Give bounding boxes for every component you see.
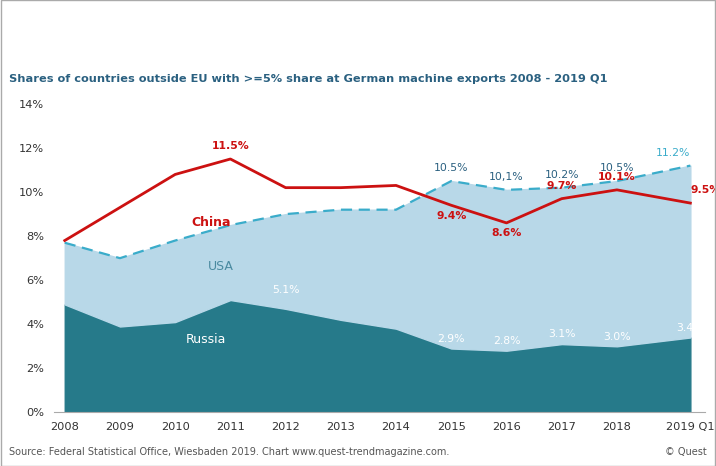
Text: 10.5%: 10.5%: [434, 163, 468, 173]
Text: © Quest: © Quest: [665, 447, 707, 457]
Text: 10.5%: 10.5%: [600, 163, 634, 173]
Text: USA: USA: [208, 260, 234, 274]
Text: 11.5%: 11.5%: [211, 141, 249, 151]
Text: China: China: [192, 216, 231, 229]
Text: Source: Federal Statistical Office, Wiesbaden 2019. Chart www.quest-trendmagazin: Source: Federal Statistical Office, Wies…: [9, 447, 450, 457]
Text: 3.4%: 3.4%: [677, 323, 704, 333]
Text: 10.1%: 10.1%: [598, 172, 636, 182]
Text: 10,1%: 10,1%: [489, 172, 524, 182]
Text: 11.2%: 11.2%: [656, 148, 690, 158]
Text: Shares of countries outside EU with >=5% share at German machine exports 2008 - : Shares of countries outside EU with >=5%…: [9, 75, 608, 84]
Text: Russia: Russia: [186, 333, 226, 346]
Text: 5.1%: 5.1%: [272, 285, 299, 295]
Text: 9.4%: 9.4%: [436, 211, 466, 220]
Text: 10.2%: 10.2%: [544, 170, 579, 180]
Text: 2.9%: 2.9%: [437, 334, 465, 344]
Text: Exports outside EU with >=5% share 2019 Q1: USA clearly ahead of China: Exports outside EU with >=5% share 2019 …: [9, 23, 579, 37]
Text: 9.7%: 9.7%: [546, 181, 577, 191]
Text: 2.8%: 2.8%: [493, 336, 521, 346]
Text: 8.6%: 8.6%: [491, 228, 522, 238]
Text: 3.1%: 3.1%: [548, 329, 576, 340]
Text: 3.0%: 3.0%: [603, 332, 631, 342]
Text: 9.5%: 9.5%: [690, 185, 716, 195]
